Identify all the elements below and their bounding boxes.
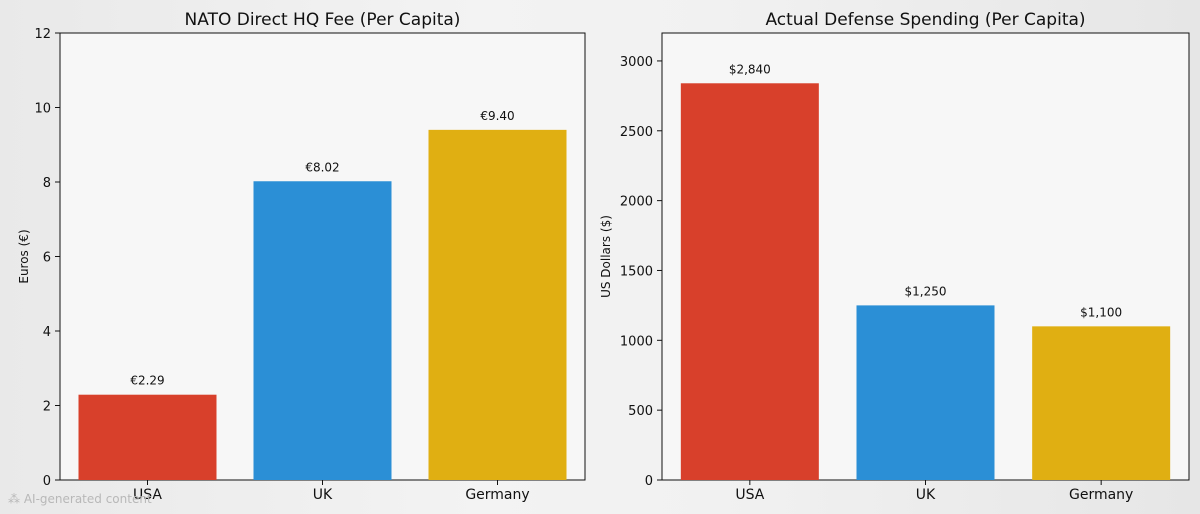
- chart-2-ytick-label: 1500: [620, 264, 653, 279]
- chart-2-data-label: $1,250: [905, 284, 947, 298]
- chart-2-xtick-label: USA: [735, 487, 764, 503]
- chart-2-ytick-label: 1000: [620, 334, 653, 349]
- chart-2-bar-usa: [680, 83, 819, 480]
- chart-1-ylabel: Euros (€): [17, 229, 31, 283]
- sparkle-icon: ⁂: [8, 492, 20, 506]
- chart-1-data-label: €9.40: [480, 109, 514, 123]
- chart-1-bar-uk: [253, 181, 392, 480]
- chart-1-bar-germany: [428, 129, 567, 480]
- chart-2-ylabel: US Dollars ($): [599, 215, 613, 298]
- chart-2-xtick-label: UK: [916, 487, 936, 503]
- chart-2-title: Actual Defense Spending (Per Capita): [765, 10, 1085, 30]
- chart-2-data-label: $1,100: [1080, 305, 1122, 319]
- chart-2-ytick-label: 2500: [620, 125, 653, 140]
- chart-2-ytick-label: 0: [645, 474, 653, 489]
- chart-1-ytick-label: 0: [43, 474, 51, 489]
- chart-1-bar-usa: [78, 394, 217, 480]
- chart-2-ytick-label: 3000: [620, 55, 653, 70]
- chart-1-data-label: €2.29: [130, 374, 164, 388]
- ai-watermark: ⁂ AI-generated content: [8, 492, 152, 506]
- chart-1-ytick-label: 10: [34, 102, 51, 117]
- chart-1-xtick-label: Germany: [465, 487, 529, 503]
- chart-1-data-label: €8.02: [305, 160, 339, 174]
- chart-1-xtick-label: UK: [313, 487, 333, 503]
- chart-1-ytick-label: 2: [43, 400, 51, 415]
- chart-2-xtick-label: Germany: [1069, 487, 1133, 503]
- chart-1-ytick-label: 4: [43, 325, 51, 340]
- chart-2-bar-uk: [856, 305, 995, 480]
- watermark-text: AI-generated content: [23, 492, 152, 506]
- chart-1-ytick-label: 12: [34, 27, 51, 42]
- chart-2-ytick-label: 2000: [620, 195, 653, 210]
- chart-1-ytick-label: 6: [43, 251, 51, 266]
- chart-2-ytick-label: 500: [628, 404, 653, 419]
- chart-1-xtick-label: USA: [133, 487, 162, 503]
- chart-2-data-label: $2,840: [729, 62, 771, 76]
- chart-1-ytick-label: 8: [43, 176, 51, 191]
- chart-1-title: NATO Direct HQ Fee (Per Capita): [185, 10, 461, 30]
- chart-2-bar-germany: [1032, 326, 1171, 480]
